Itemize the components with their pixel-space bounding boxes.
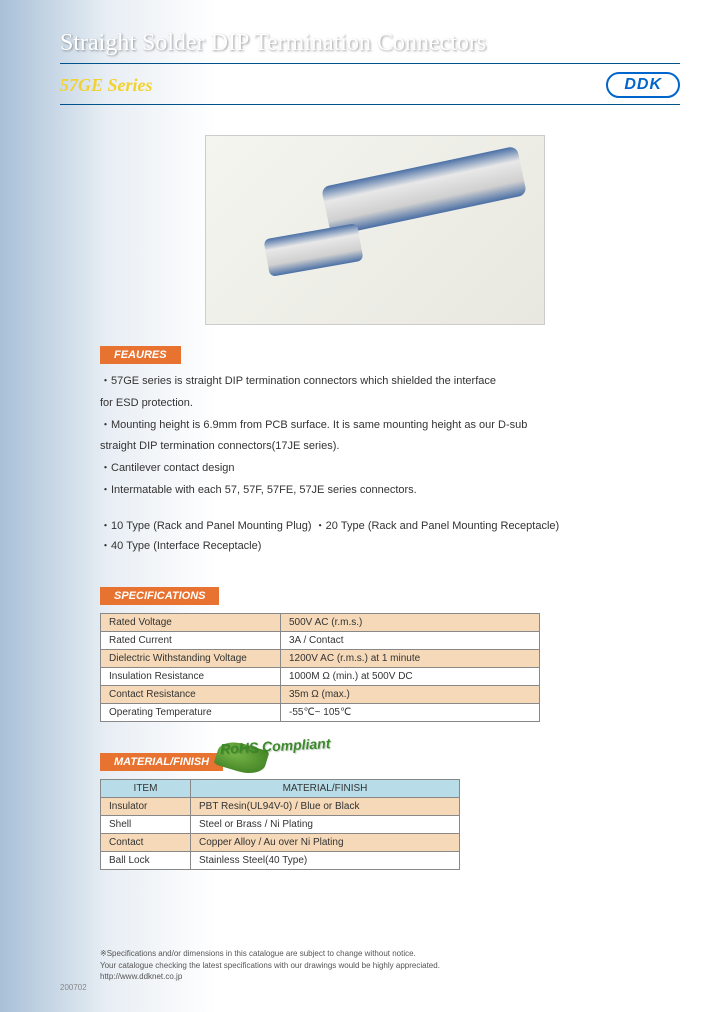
mat-value: PBT Resin(UL94V-0) / Blue or Black (191, 798, 460, 816)
spec-value: -55℃~ 105℃ (281, 704, 540, 722)
page-title: Straight Solder DIP Termination Connecto… (60, 30, 680, 57)
table-row: Rated Current3A / Contact (101, 632, 540, 650)
feature-item: for ESD protection. (100, 394, 650, 414)
feature-item: ・Cantilever contact design (100, 459, 650, 479)
type-item: ・10 Type (Rack and Panel Mounting Plug) … (100, 517, 650, 537)
rohs-text: RoHS Compliant (220, 735, 331, 757)
features-label: FEAURES (100, 346, 181, 364)
footer-note: ※Specifications and/or dimensions in thi… (100, 948, 440, 959)
feature-item: straight DIP termination connectors(17JE… (100, 437, 650, 457)
spec-name: Insulation Resistance (101, 668, 281, 686)
types-list: ・10 Type (Rack and Panel Mounting Plug) … (100, 517, 650, 557)
title-underline (60, 63, 680, 64)
header: Straight Solder DIP Termination Connecto… (0, 0, 720, 115)
table-header: ITEM MATERIAL/FINISH (101, 780, 460, 798)
feature-item: ・Mounting height is 6.9mm from PCB surfa… (100, 416, 650, 436)
footer-code: 200702 (60, 983, 87, 992)
brand-logo: DDK (606, 72, 680, 98)
spec-value: 3A / Contact (281, 632, 540, 650)
mat-header-value: MATERIAL/FINISH (191, 780, 460, 798)
connector-small-graphic (263, 223, 363, 277)
product-image (205, 135, 545, 325)
table-row: ShellSteel or Brass / Ni Plating (101, 816, 460, 834)
table-row: Ball LockStainless Steel(40 Type) (101, 852, 460, 870)
mat-value: Copper Alloy / Au over Ni Plating (191, 834, 460, 852)
series-underline (60, 104, 680, 105)
table-row: Rated Voltage500V AC (r.m.s.) (101, 614, 540, 632)
rohs-badge: RoHS Compliant (220, 735, 331, 757)
table-row: Operating Temperature-55℃~ 105℃ (101, 704, 540, 722)
footer-notes: ※Specifications and/or dimensions in thi… (100, 948, 440, 982)
mat-item: Ball Lock (101, 852, 191, 870)
spec-name: Rated Current (101, 632, 281, 650)
table-row: ContactCopper Alloy / Au over Ni Plating (101, 834, 460, 852)
mat-value: Stainless Steel(40 Type) (191, 852, 460, 870)
mat-value: Steel or Brass / Ni Plating (191, 816, 460, 834)
spec-value: 1200V AC (r.m.s.) at 1 minute (281, 650, 540, 668)
spec-value: 1000M Ω (min.) at 500V DC (281, 668, 540, 686)
table-row: Insulation Resistance1000M Ω (min.) at 5… (101, 668, 540, 686)
mat-item: Contact (101, 834, 191, 852)
material-table: ITEM MATERIAL/FINISH InsulatorPBT Resin(… (100, 779, 460, 870)
mat-header-item: ITEM (101, 780, 191, 798)
specs-label: SPECIFICATIONS (100, 587, 219, 605)
feature-item: ・Intermatable with each 57, 57F, 57FE, 5… (100, 481, 650, 501)
features-list: ・57GE series is straight DIP termination… (100, 372, 650, 501)
connector-large-graphic (321, 146, 527, 236)
footer-url: http://www.ddknet.co.jp (100, 971, 440, 982)
spec-name: Operating Temperature (101, 704, 281, 722)
specs-table: Rated Voltage500V AC (r.m.s.) Rated Curr… (100, 613, 540, 722)
spec-name: Dielectric Withstanding Voltage (101, 650, 281, 668)
spec-name: Rated Voltage (101, 614, 281, 632)
mat-item: Insulator (101, 798, 191, 816)
footer-note: Your catalogue checking the latest speci… (100, 960, 440, 971)
table-row: InsulatorPBT Resin(UL94V-0) / Blue or Bl… (101, 798, 460, 816)
feature-item: ・57GE series is straight DIP termination… (100, 372, 650, 392)
table-row: Contact Resistance35m Ω (max.) (101, 686, 540, 704)
mat-item: Shell (101, 816, 191, 834)
spec-value: 35m Ω (max.) (281, 686, 540, 704)
type-item: ・40 Type (Interface Receptacle) (100, 537, 650, 557)
table-row: Dielectric Withstanding Voltage1200V AC … (101, 650, 540, 668)
spec-name: Contact Resistance (101, 686, 281, 704)
spec-value: 500V AC (r.m.s.) (281, 614, 540, 632)
series-label: 57GE Series (60, 75, 153, 96)
material-label: MATERIAL/FINISH (100, 753, 223, 771)
